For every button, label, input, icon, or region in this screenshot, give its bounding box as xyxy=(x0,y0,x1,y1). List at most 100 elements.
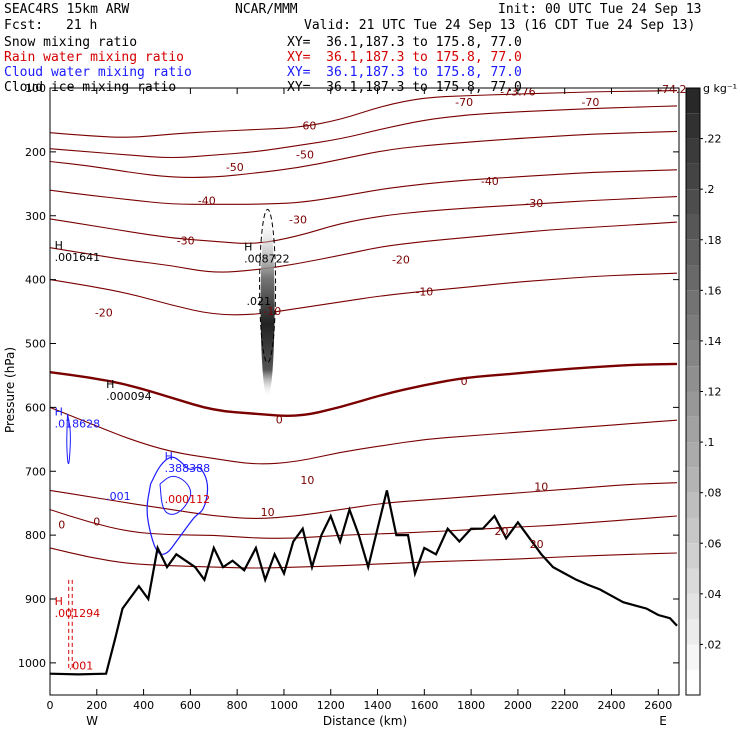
colorbar-segment xyxy=(686,467,700,493)
cloud-water-max-value: .388388 xyxy=(165,462,211,475)
colorbar-segment xyxy=(686,340,700,367)
cloud-water-max-west-value: .018628 xyxy=(55,417,101,430)
x-tick-label: 800 xyxy=(227,699,248,712)
cloud-water-label: .001 xyxy=(106,490,131,503)
x-tick-label: 2000 xyxy=(504,699,532,712)
plot-frame xyxy=(49,87,680,696)
field-label-snow: Snow mixing ratio xyxy=(4,35,138,50)
contour-label: 10 xyxy=(534,480,548,493)
temperature-contour-20 xyxy=(50,482,678,519)
contour-label: -20 xyxy=(392,254,410,267)
colorbar-segment xyxy=(686,290,700,316)
field-xy-cloud-water: XY= 36.1,187.3 to 175.8, 77.0 xyxy=(287,65,522,80)
contour-label: -70 xyxy=(581,96,599,109)
colorbar-segment xyxy=(686,416,700,443)
field-label-rain: Rain water mixing ratio xyxy=(4,50,185,65)
x-tick-label: 1800 xyxy=(457,699,485,712)
y-tick-label: 700 xyxy=(25,465,46,478)
temperature-contour-m40 xyxy=(50,169,678,205)
snow-label: .021 xyxy=(247,295,272,308)
colorbar-segment xyxy=(686,138,700,164)
temperature-contour-40 xyxy=(50,547,678,569)
y-top-label: 100 xyxy=(25,82,46,95)
rain-label-2: .000112 xyxy=(165,493,211,506)
x-tick-label: 2200 xyxy=(551,699,579,712)
x-tick-label: 1000 xyxy=(270,699,298,712)
temperature-contour-m10 xyxy=(50,272,678,316)
ice-max-marker: H xyxy=(55,239,63,252)
rain-contour xyxy=(68,579,73,670)
colorbar-segment xyxy=(686,568,700,594)
x-tick-label: 600 xyxy=(180,699,201,712)
colorbar-segment xyxy=(686,644,700,670)
contour-label: 0 xyxy=(276,413,283,426)
cloud-water-inner-contour xyxy=(159,475,192,515)
colorbar-tick-label: .1 xyxy=(704,436,715,449)
contour-label: -50 xyxy=(296,148,314,161)
contour-label: 0 xyxy=(58,519,65,532)
colorbar-tick-label: .02 xyxy=(704,638,722,651)
contour-label: -74.2 xyxy=(658,83,686,96)
model-title: SEAC4RS 15km ARW xyxy=(4,2,130,17)
colorbar-segment xyxy=(686,366,700,392)
temperature-contour-m70 xyxy=(50,90,678,138)
colorbar-segment xyxy=(686,492,700,518)
contour-label: 10 xyxy=(300,474,314,487)
temperature-contour-m30 xyxy=(50,196,678,244)
cloud-water-west-contour xyxy=(66,413,71,465)
colorbar-segment xyxy=(686,593,700,620)
x-tick-label: 1600 xyxy=(410,699,438,712)
colorbar-segment xyxy=(686,619,700,645)
contour-label: -50 xyxy=(226,161,244,174)
y-tick-label: 600 xyxy=(25,401,46,414)
rain-max-marker: H xyxy=(55,595,63,608)
contour-label: -60 xyxy=(298,120,316,133)
x-tick-label: 200 xyxy=(86,699,107,712)
contour-label: -10 xyxy=(415,286,433,299)
y-tick-label: 900 xyxy=(25,593,46,606)
x-tick-label: 1200 xyxy=(317,699,345,712)
colorbar-segment xyxy=(686,163,700,190)
snow-max-value: .008722 xyxy=(244,252,290,265)
x-tick-label: 400 xyxy=(133,699,154,712)
temperature-contour-30 xyxy=(50,509,678,539)
y-tick-label: 400 xyxy=(25,274,46,287)
contour-label: -30 xyxy=(525,197,543,210)
colorbar-tick-label: .22 xyxy=(704,133,722,146)
field-xy-rain: XY= 36.1,187.3 to 175.8, 77.0 xyxy=(287,50,522,65)
colorbar-segment xyxy=(686,265,700,291)
colorbar-segment xyxy=(686,214,700,240)
colorbar-tick-label: .18 xyxy=(704,234,722,247)
colorbar-tick-label: .06 xyxy=(704,537,722,550)
init-time: Init: 00 UTC Tue 24 Sep 13 xyxy=(498,2,702,17)
org-label: NCAR/MMM xyxy=(235,2,298,17)
x-east-label: E xyxy=(659,714,667,728)
colorbar-segment xyxy=(686,669,700,695)
contour-label: 0 xyxy=(93,516,100,529)
temperature-contour-m60 xyxy=(50,105,678,159)
contour-label: -30 xyxy=(289,213,307,226)
y-tick-label: 200 xyxy=(25,146,46,159)
colorbar-segment xyxy=(686,442,700,468)
snow-max-marker: H xyxy=(244,240,252,253)
rain-label: .001 xyxy=(69,659,94,672)
colorbar-tick-label: .04 xyxy=(704,588,722,601)
ice-max-2-value: .000094 xyxy=(106,390,152,403)
colorbar-segment xyxy=(686,391,700,417)
colorbar-tick-label: .08 xyxy=(704,487,722,500)
valid-time: Valid: 21 UTC Tue 24 Sep 13 (16 CDT Tue … xyxy=(304,18,696,33)
colorbar-tick-label: .12 xyxy=(704,386,722,399)
contour-label: 20 xyxy=(530,538,544,551)
x-axis-label: Distance (km) xyxy=(323,714,407,728)
colorbar-tick-label: .16 xyxy=(704,284,722,297)
colorbar-unit: g kg⁻¹ xyxy=(703,82,737,95)
rain-max-value: .001294 xyxy=(55,607,101,620)
x-west-label: W xyxy=(86,714,98,728)
y-axis-label: Pressure (hPa) xyxy=(3,347,17,433)
ice-max-2-marker: H xyxy=(106,378,114,391)
contour-label: -10 xyxy=(263,305,281,318)
colorbar-segment xyxy=(686,189,700,215)
field-xy-snow: XY= 36.1,187.3 to 175.8, 77.0 xyxy=(287,35,522,50)
contour-label: 20 xyxy=(495,525,509,538)
contour-label: -20 xyxy=(95,307,113,320)
